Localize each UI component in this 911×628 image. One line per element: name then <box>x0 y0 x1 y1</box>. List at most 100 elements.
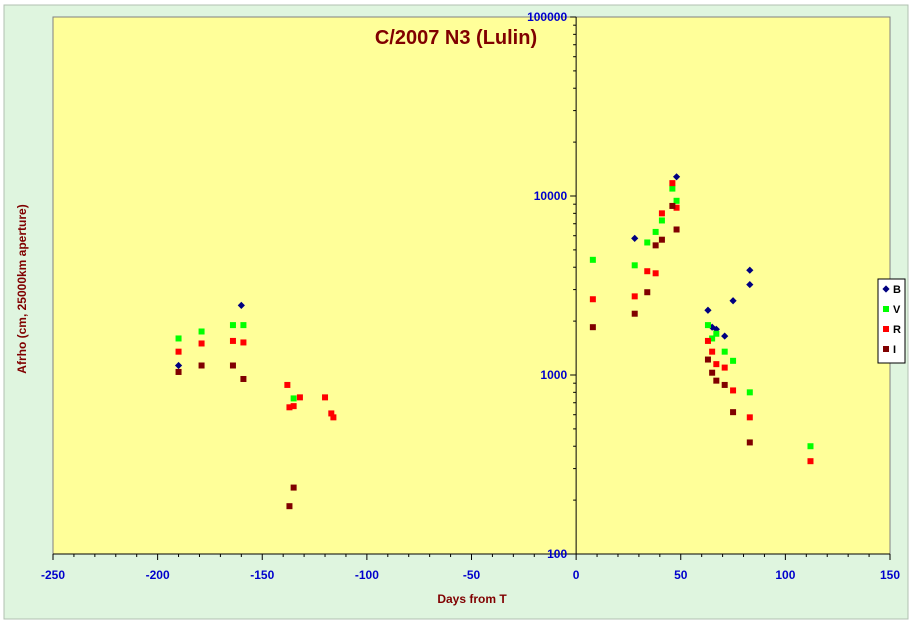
y-tick-label: 100000 <box>527 10 567 24</box>
data-point-R <box>709 348 716 355</box>
legend-marker-I <box>883 346 889 352</box>
legend-marker-R <box>883 326 889 332</box>
series-R <box>175 180 814 465</box>
data-points <box>174 173 814 510</box>
data-point-R <box>175 348 182 355</box>
data-point-I <box>658 236 665 243</box>
data-point-I <box>175 368 182 375</box>
data-point-I <box>673 226 680 233</box>
data-point-R <box>746 414 753 421</box>
data-point-V <box>658 217 665 224</box>
x-tick-label: -250 <box>41 568 65 582</box>
plot-area-background <box>52 16 891 555</box>
data-point-B <box>174 361 183 370</box>
data-point-R <box>198 340 205 347</box>
data-point-V <box>198 328 205 335</box>
legend-box <box>877 278 906 364</box>
data-point-V <box>673 197 680 204</box>
data-point-I <box>652 242 659 249</box>
data-point-I <box>198 362 205 369</box>
data-point-B <box>729 297 737 305</box>
data-point-V <box>175 335 182 342</box>
data-point-R <box>322 394 329 401</box>
data-point-R <box>589 296 596 303</box>
x-tick-label: 100 <box>775 568 795 582</box>
axis-ticks <box>52 16 891 560</box>
chart-title: C/2007 N3 (Lulin) <box>375 27 537 49</box>
data-point-B <box>704 306 712 314</box>
y-axis-title: Afrho (cm, 25000km aperture) <box>15 204 29 373</box>
data-point-I <box>290 484 297 491</box>
data-point-V <box>589 256 596 263</box>
data-point-V <box>652 228 659 235</box>
data-point-R <box>669 180 676 187</box>
data-point-V <box>730 357 737 364</box>
data-point-I <box>669 202 676 209</box>
y-tick-label: 100 <box>547 547 567 561</box>
data-point-R <box>658 210 665 217</box>
x-tick-label: 50 <box>674 568 688 582</box>
data-point-I <box>644 289 651 296</box>
data-point-R <box>652 270 659 277</box>
data-point-I <box>709 369 716 376</box>
data-point-B <box>631 234 639 242</box>
legend-marker-V <box>883 306 889 312</box>
data-point-I <box>713 377 720 384</box>
data-point-B <box>721 332 729 340</box>
data-point-I <box>589 324 596 331</box>
data-point-V <box>631 262 638 269</box>
data-point-V <box>669 185 676 192</box>
data-point-R <box>296 394 303 401</box>
x-tick-label: 150 <box>880 568 900 582</box>
data-point-I <box>746 439 753 446</box>
x-tick-label: 0 <box>573 568 580 582</box>
data-point-B <box>746 266 754 274</box>
data-point-R <box>713 361 720 368</box>
x-tick-label: -50 <box>463 568 481 582</box>
data-point-R <box>721 364 728 371</box>
data-point-I <box>286 503 293 510</box>
data-point-R <box>286 404 293 411</box>
data-point-V <box>709 335 716 342</box>
legend-label-R: R <box>893 324 901 336</box>
data-point-B <box>746 280 754 289</box>
series-V <box>175 185 814 450</box>
data-point-I <box>704 356 711 363</box>
x-tick-labels: -250 -200 -150 -100 -50 0 50 100 150 <box>41 568 900 582</box>
data-point-R <box>328 410 335 417</box>
data-point-V <box>290 395 297 402</box>
data-point-I <box>240 375 247 382</box>
legend-label-I: I <box>893 344 896 356</box>
data-point-R <box>807 458 814 465</box>
y-tick-label: 10000 <box>534 189 568 203</box>
data-point-V <box>721 348 728 355</box>
data-point-V <box>807 443 814 450</box>
data-point-I <box>721 381 728 388</box>
y-tick-label: 1000 <box>540 368 567 382</box>
data-point-V <box>644 239 651 246</box>
data-point-R <box>330 414 337 421</box>
legend-label-V: V <box>893 304 901 316</box>
data-point-R <box>284 381 291 388</box>
data-point-R <box>673 204 680 211</box>
data-point-V <box>746 389 753 396</box>
data-point-V <box>704 322 711 329</box>
data-point-B <box>672 173 681 181</box>
data-point-R <box>229 337 236 344</box>
data-point-R <box>644 268 651 275</box>
x-tick-label: -100 <box>355 568 379 582</box>
data-point-R <box>240 339 247 346</box>
y-tick-labels: 100 1000 10000 100000 <box>527 10 567 561</box>
data-point-V <box>240 322 247 329</box>
x-axis-title: Days from T <box>437 592 507 606</box>
legend-label-B: B <box>893 284 901 296</box>
data-point-I <box>631 310 638 317</box>
data-point-I <box>730 409 737 416</box>
x-tick-label: -150 <box>250 568 274 582</box>
legend-marker-B <box>882 285 890 293</box>
data-point-B <box>237 301 245 309</box>
data-point-I <box>229 362 236 369</box>
